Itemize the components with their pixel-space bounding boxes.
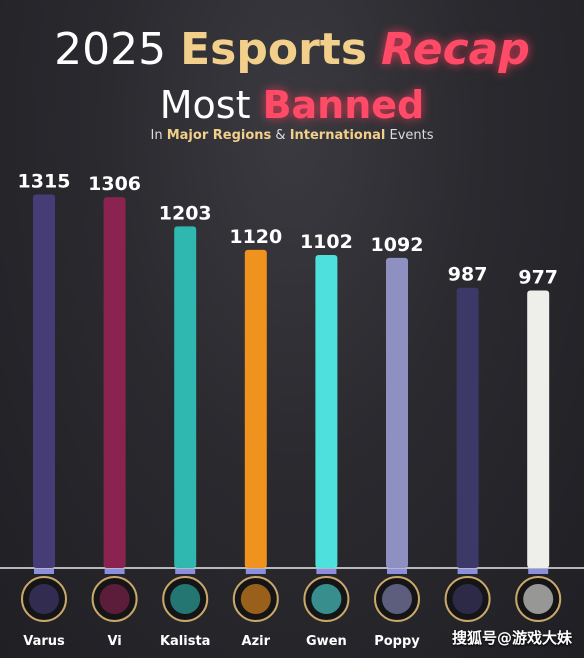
champion-7-icon [444, 576, 491, 622]
vi-icon [91, 576, 138, 622]
title-recap: Recap [381, 24, 530, 75]
bar-base-tab [528, 569, 549, 574]
watermark: 搜狐号@游戏大妹 [451, 629, 572, 647]
bar-kalista [174, 226, 197, 568]
subtitle-international: International [289, 128, 386, 143]
bar-base-tab [34, 569, 54, 574]
value-label: 1102 [300, 231, 353, 253]
bar-poppy [386, 257, 408, 568]
bar-base-tab [245, 569, 266, 574]
bar-varus [33, 194, 55, 569]
category-label: Kalista [160, 634, 210, 649]
bar-azir [244, 249, 267, 569]
bar-vi [103, 197, 126, 568]
category-label: Varus [23, 634, 65, 649]
subtitle-major: Major Regions [166, 128, 272, 143]
poppy-icon [374, 576, 420, 622]
title-esports: Esports [180, 24, 368, 75]
gwen-icon [303, 576, 350, 622]
azir-icon [232, 576, 279, 622]
value-label: 1306 [88, 173, 141, 195]
subtitle-events: Events [389, 128, 434, 143]
kalista-icon [162, 576, 209, 622]
bar-base-tab [175, 569, 196, 574]
value-label: 1315 [18, 171, 71, 193]
category-label: Gwen [306, 634, 347, 649]
category-label: Azir [242, 634, 271, 649]
bar-zac [527, 290, 550, 568]
value-label: 1092 [371, 234, 424, 256]
bar-lissandra [456, 287, 479, 568]
main-title: 2025 Esports Recap [0, 22, 584, 78]
bar-gwen [315, 255, 338, 569]
title-year: 2025 [54, 24, 167, 75]
chart-title: Most Banned [0, 82, 584, 128]
champion-8-icon [515, 576, 562, 622]
category-label: Vi [107, 634, 121, 649]
subtitle-in: In [150, 128, 163, 143]
title-banned: Banned [262, 83, 425, 127]
value-label: 1203 [159, 202, 212, 224]
bar-base-tab [457, 569, 478, 574]
bar-base-tab [316, 569, 337, 574]
subtitle-amp: & [275, 128, 286, 143]
varus-icon [21, 576, 67, 622]
category-label: Poppy [374, 634, 420, 649]
bar-base-tab [387, 569, 407, 574]
value-label: 1120 [229, 226, 282, 248]
value-label: 987 [448, 264, 488, 286]
value-label: 977 [518, 267, 558, 289]
bar-base-tab [104, 569, 125, 574]
title-most: Most [159, 83, 251, 127]
chart-subtitle: In Major Regions & International Events [0, 128, 584, 143]
